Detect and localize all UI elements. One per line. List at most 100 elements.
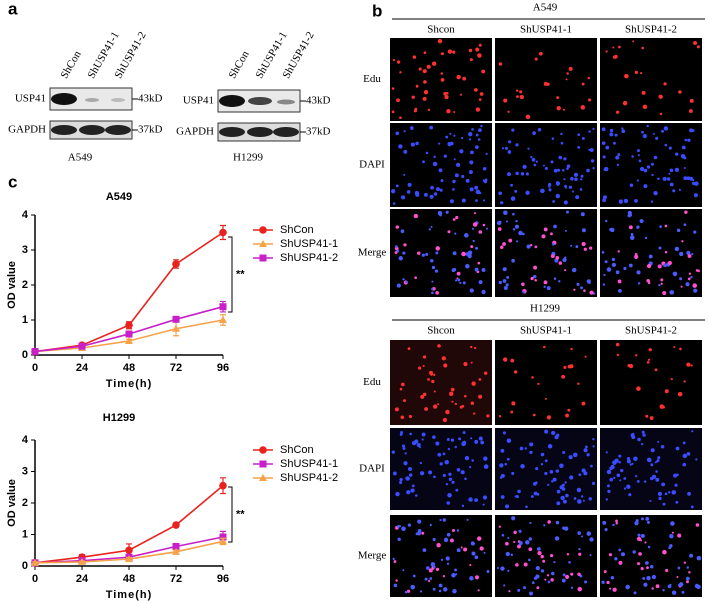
- micrograph: [495, 515, 597, 597]
- nucleus: [422, 355, 427, 359]
- legend-label: ShUSP41-2: [280, 252, 338, 264]
- nucleus: [445, 135, 449, 139]
- nucleus: [529, 591, 534, 596]
- nucleus: [525, 172, 529, 176]
- nucleus: [609, 128, 614, 133]
- nucleus: [685, 576, 690, 581]
- nucleus: [527, 558, 531, 562]
- nucleus: [564, 481, 567, 484]
- nucleus: [525, 540, 530, 545]
- nucleus: [615, 342, 620, 347]
- nucleus: [650, 200, 654, 203]
- nucleus: [560, 132, 563, 136]
- nucleus: [470, 541, 475, 546]
- nucleus: [515, 220, 518, 223]
- nucleus: [537, 382, 540, 386]
- nucleus: [448, 472, 452, 476]
- nucleus: [643, 168, 648, 173]
- nucleus: [482, 166, 487, 171]
- nucleus: [419, 590, 423, 593]
- nucleus: [562, 573, 566, 577]
- nucleus: [478, 191, 482, 195]
- nucleus: [643, 184, 648, 189]
- nucleus: [460, 136, 464, 140]
- nucleus: [449, 393, 452, 397]
- nucleus: [452, 588, 457, 594]
- nucleus: [403, 130, 406, 133]
- nucleus: [691, 181, 696, 186]
- nucleus: [592, 127, 595, 131]
- nucleus: [416, 442, 421, 448]
- nucleus: [646, 278, 650, 283]
- nucleus: [432, 565, 436, 569]
- nucleus: [474, 185, 479, 190]
- nucleus: [687, 277, 691, 281]
- nucleus: [457, 278, 461, 282]
- nucleus: [550, 571, 555, 576]
- nucleus: [395, 131, 400, 136]
- nucleus: [576, 487, 582, 493]
- panel-label: c: [8, 172, 17, 191]
- nucleus: [609, 227, 613, 232]
- nucleus: [432, 435, 436, 439]
- nucleus: [645, 561, 649, 565]
- nucleus: [693, 288, 698, 293]
- nucleus: [636, 479, 640, 483]
- nucleus: [591, 481, 596, 485]
- x-tick-label: 24: [76, 573, 89, 585]
- nucleus: [658, 246, 662, 250]
- nucleus: [632, 40, 635, 43]
- point: [172, 547, 180, 555]
- nucleus: [609, 132, 612, 135]
- nucleus: [415, 141, 419, 146]
- nucleus: [662, 549, 667, 555]
- significance-bracket: [228, 236, 233, 313]
- nucleus: [443, 587, 448, 592]
- nucleus: [426, 64, 431, 69]
- nucleus: [626, 459, 631, 464]
- nucleus: [657, 440, 660, 443]
- nucleus: [614, 133, 618, 137]
- nucleus: [642, 433, 646, 437]
- nucleus: [663, 126, 669, 131]
- nucleus: [664, 492, 668, 496]
- nucleus: [445, 409, 450, 415]
- nucleus: [515, 563, 519, 567]
- nucleus: [602, 155, 606, 159]
- nucleus: [459, 149, 464, 154]
- nucleus: [486, 227, 489, 230]
- nucleus: [514, 224, 520, 229]
- nucleus: [582, 499, 585, 502]
- nucleus: [577, 586, 583, 592]
- micrograph: [495, 428, 597, 510]
- point: [31, 558, 39, 566]
- nucleus: [504, 462, 508, 466]
- nucleus: [409, 432, 412, 436]
- nucleus: [577, 133, 581, 137]
- nucleus: [679, 251, 684, 257]
- nucleus: [658, 496, 662, 501]
- nucleus: [588, 497, 592, 501]
- annotation: **: [236, 508, 245, 520]
- nucleus: [446, 532, 451, 537]
- nucleus: [442, 518, 447, 522]
- point: [31, 348, 39, 355]
- nucleus: [606, 484, 610, 488]
- nucleus: [617, 250, 620, 253]
- nucleus: [505, 541, 509, 546]
- nucleus: [691, 129, 695, 132]
- nucleus: [564, 269, 567, 272]
- nucleus: [430, 259, 434, 263]
- nucleus: [570, 586, 574, 589]
- band: [111, 98, 125, 102]
- nucleus: [695, 523, 700, 527]
- nucleus: [631, 155, 634, 158]
- nucleus: [444, 95, 449, 100]
- nucleus: [651, 587, 654, 590]
- nucleus: [615, 110, 620, 114]
- column-label: ShUSP41-1: [520, 325, 572, 337]
- nucleus: [696, 584, 701, 590]
- nucleus: [551, 480, 554, 483]
- nucleus: [543, 280, 548, 285]
- nucleus: [454, 232, 457, 235]
